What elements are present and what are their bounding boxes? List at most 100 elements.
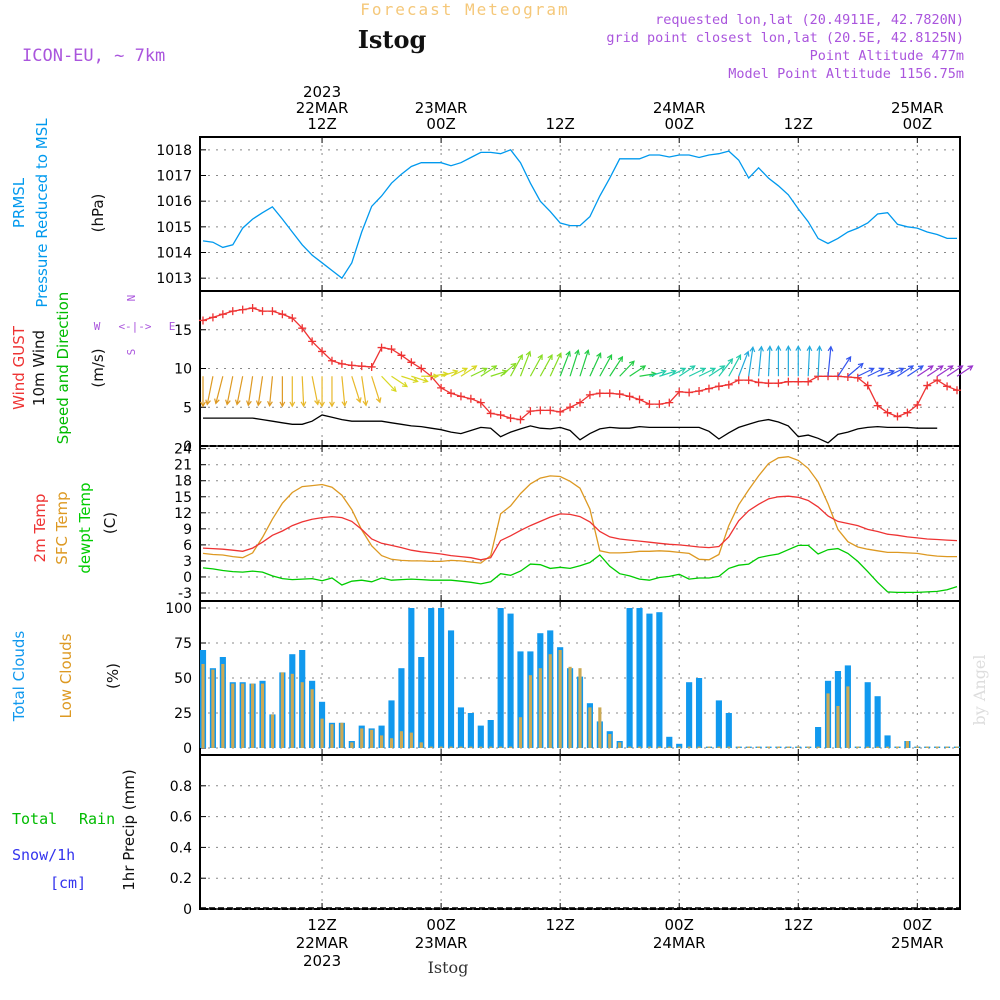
- gust-point: [853, 373, 862, 382]
- y-tick-label: 0: [183, 439, 192, 455]
- wind-direction-arrowhead: [200, 401, 206, 408]
- low-cloud-bar: [876, 746, 880, 748]
- wind-label-dir: Speed and Direction: [54, 292, 72, 445]
- precip-label-cm: [cm]: [50, 874, 86, 892]
- gust-point: [953, 386, 961, 395]
- total-cloud-bar: [884, 735, 891, 748]
- wind-direction-arrow: [519, 351, 531, 377]
- wind-direction-arrowhead: [917, 365, 924, 371]
- wind-direction-arrowhead: [537, 353, 543, 361]
- gust-point: [695, 386, 704, 395]
- wind-direction-arrowhead: [452, 369, 459, 376]
- wind-direction-arrowhead: [775, 344, 782, 351]
- wind-direction-arrowhead: [795, 344, 802, 351]
- wind-direction-arrowhead: [735, 353, 742, 361]
- wind-direction-arrowhead: [205, 399, 211, 406]
- gust-point: [298, 324, 307, 333]
- wind-direction-arrowhead: [547, 353, 553, 361]
- low-cloud-bar: [469, 746, 473, 748]
- wind-direction-arrowhead: [255, 400, 262, 407]
- wind-direction-arrow: [807, 346, 811, 377]
- precip-label-unit: 1hr Precip (mm): [120, 769, 138, 890]
- wind-direction-arrow: [351, 376, 361, 403]
- wind-direction-arrowhead: [214, 398, 220, 405]
- total-cloud-bar: [656, 612, 663, 748]
- wind-direction-arrow: [847, 363, 864, 377]
- gust-point: [576, 398, 584, 407]
- total-cloud-bar: [676, 743, 683, 748]
- gust-point: [258, 307, 267, 316]
- gust-point: [248, 304, 257, 313]
- gust-point: [377, 343, 386, 352]
- y-tick-label: 0.8: [170, 779, 192, 795]
- low-cloud-bar: [399, 731, 403, 748]
- low-cloud-bar: [280, 672, 284, 748]
- total-cloud-bar: [497, 608, 504, 748]
- gust-point: [476, 398, 485, 407]
- bottom-time-label: 25MAR: [891, 934, 944, 952]
- wind-direction-arrow: [916, 365, 934, 377]
- wind-direction-arrow: [817, 346, 821, 377]
- wind-direction-arrow: [748, 347, 754, 377]
- wind-direction-arrowhead: [845, 355, 852, 362]
- low-cloud-bar: [389, 738, 394, 748]
- y-tick-label: 0.6: [170, 810, 192, 826]
- wind-direction-arrow: [867, 367, 884, 377]
- total-cloud-bar: [428, 608, 435, 748]
- wind-direction-arrow: [247, 376, 254, 406]
- gust-point: [238, 305, 247, 314]
- low-cloud-bar: [657, 746, 661, 748]
- wind-direction-arrowhead: [246, 400, 252, 407]
- wind-direction-arrow: [440, 370, 458, 377]
- low-cloud-bar: [836, 706, 840, 748]
- wind-direction-arrowhead: [785, 344, 792, 351]
- low-cloud-bar: [419, 742, 423, 748]
- wind-direction-arrow: [460, 365, 477, 377]
- wind-direction-arrowhead: [362, 400, 369, 407]
- low-cloud-bar: [757, 746, 761, 748]
- total-cloud-bar: [447, 630, 455, 748]
- low-cloud-bar: [786, 746, 790, 748]
- wind-direction-arrowhead: [225, 399, 231, 406]
- wind-direction-arrowhead: [289, 401, 296, 408]
- y-tick-label: 1015: [156, 220, 192, 236]
- wind-direction-arrowhead: [356, 397, 362, 404]
- low-cloud-bar: [290, 673, 294, 748]
- wind-direction-arrowhead: [806, 345, 813, 352]
- top-time-label: 00Z: [426, 115, 455, 133]
- gust-point: [923, 381, 932, 390]
- gust-point: [357, 362, 366, 371]
- gust-point: [347, 361, 356, 370]
- total-cloud-bar: [457, 707, 465, 748]
- low-cloud-bar: [796, 746, 800, 748]
- cloud-label-total: Total Clouds: [10, 631, 28, 723]
- total-cloud-bar: [715, 700, 722, 748]
- dewpoint-line: [202, 544, 958, 594]
- wind-direction-arrowhead: [709, 367, 717, 373]
- sfc-temp-line: [202, 456, 957, 564]
- top-time-label: 00Z: [665, 115, 694, 133]
- top-time-label: 24MAR: [653, 99, 706, 117]
- wind-direction-arrowhead: [743, 350, 750, 357]
- wind-direction-arrow: [569, 350, 579, 377]
- wind-direction-arrow: [500, 363, 516, 377]
- gust-point: [714, 382, 723, 391]
- wind-direction-arrowhead: [267, 400, 273, 408]
- y-tick-label: 50: [174, 671, 192, 687]
- precip-label-rain: Rain: [79, 810, 115, 828]
- wind-direction-arrow: [887, 367, 904, 377]
- gust-point: [566, 403, 575, 412]
- wind-direction-arrowhead: [517, 353, 523, 361]
- wind-direction-arrow: [257, 376, 264, 406]
- wind-speed-line: [203, 414, 938, 444]
- total-cloud-bar: [666, 736, 673, 748]
- bottom-time-label: 00Z: [903, 916, 932, 934]
- low-cloud-bar: [588, 707, 592, 748]
- gust-point: [278, 310, 287, 319]
- wind-direction-arrowhead: [868, 367, 875, 373]
- gust-point: [833, 372, 842, 381]
- temp-label-2m: 2m Temp: [31, 494, 49, 563]
- top-time-label: 12Z: [545, 115, 574, 133]
- gust-point: [208, 313, 217, 322]
- wind-direction-arrowhead: [525, 350, 532, 357]
